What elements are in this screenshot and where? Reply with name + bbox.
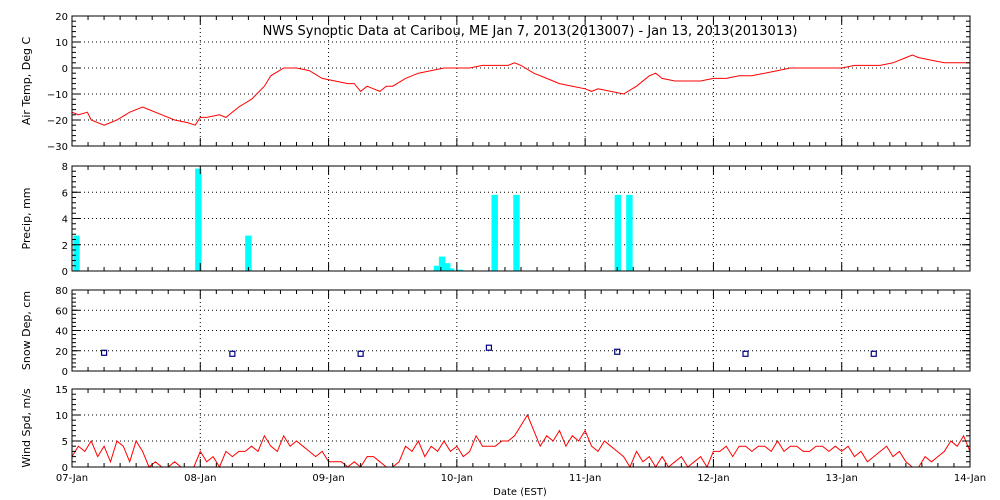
y-axis-label: Air Temp, Deg C [20,37,33,126]
x-axis-label: Date (EST) [493,487,547,498]
y-axis-label: Wind Spd, m/s [20,388,33,468]
snow-depth-point [229,350,236,357]
precip-bar [626,194,633,271]
precip-bar [456,269,464,271]
x-tick-label: 11-Jan [569,473,601,484]
wind-speed-line [71,413,971,469]
y-tick-label: 0 [62,367,68,378]
y-tick-label: 10 [55,38,68,49]
y-tick-label: 0 [62,267,68,278]
x-tick-label: 13-Jan [826,473,858,484]
y-tick-label: 15 [55,385,68,396]
y-axis-label: Snow Dep, cm [20,291,33,370]
precip-bar [444,263,451,271]
y-tick-label: 6 [62,188,68,199]
y-tick-label: 5 [62,437,68,448]
snow-depth-point [742,350,749,357]
y-tick-label: 4 [62,215,68,226]
precip-bar [245,235,252,271]
precip-bar [513,194,520,271]
y-tick-label: 20 [55,12,68,23]
panel-frame [71,388,971,468]
x-tick-label: 14-Jan [954,473,986,484]
x-tick-label: 10-Jan [441,473,473,484]
snow-depth-point [485,344,493,351]
x-tick-label: 09-Jan [312,473,344,484]
snow-depth-point [357,350,364,357]
precip-bar [614,194,622,271]
y-tick-label: 20 [55,347,68,358]
y-tick-label: 0 [62,64,68,75]
snow-depth-point [870,350,877,357]
x-tick-label: 07-Jan [56,473,88,484]
y-tick-label: −30 [47,142,68,153]
y-tick-label: −10 [47,90,68,101]
y-tick-label: 80 [55,286,68,297]
y-tick-label: 2 [62,241,68,252]
y-tick-label: 60 [55,306,68,317]
precip-bar [447,268,455,271]
chart-title: NWS Synoptic Data at Caribou, ME Jan 7, … [263,24,798,39]
y-tick-label: −20 [47,116,68,127]
precip-bar [73,235,80,271]
y-tick-label: 40 [55,327,68,338]
x-tick-label: 08-Jan [184,473,216,484]
precip-bar [433,265,441,271]
y-tick-label: 8 [62,162,68,173]
y-axis-label: Precip, mm [20,188,33,250]
snow-depth-point [614,348,621,355]
panel-frame [71,165,971,272]
snow-depth-point [100,349,108,356]
air-temp-line [71,54,970,126]
x-tick-label: 12-Jan [697,473,729,484]
precip-bar [438,256,446,271]
panel-frame [71,289,971,372]
y-tick-label: 0 [62,463,68,474]
data-layer [71,54,971,469]
panel-frame [71,15,971,147]
precip-bar [195,168,202,271]
precip-bar [491,194,498,271]
y-tick-label: 10 [55,411,68,422]
